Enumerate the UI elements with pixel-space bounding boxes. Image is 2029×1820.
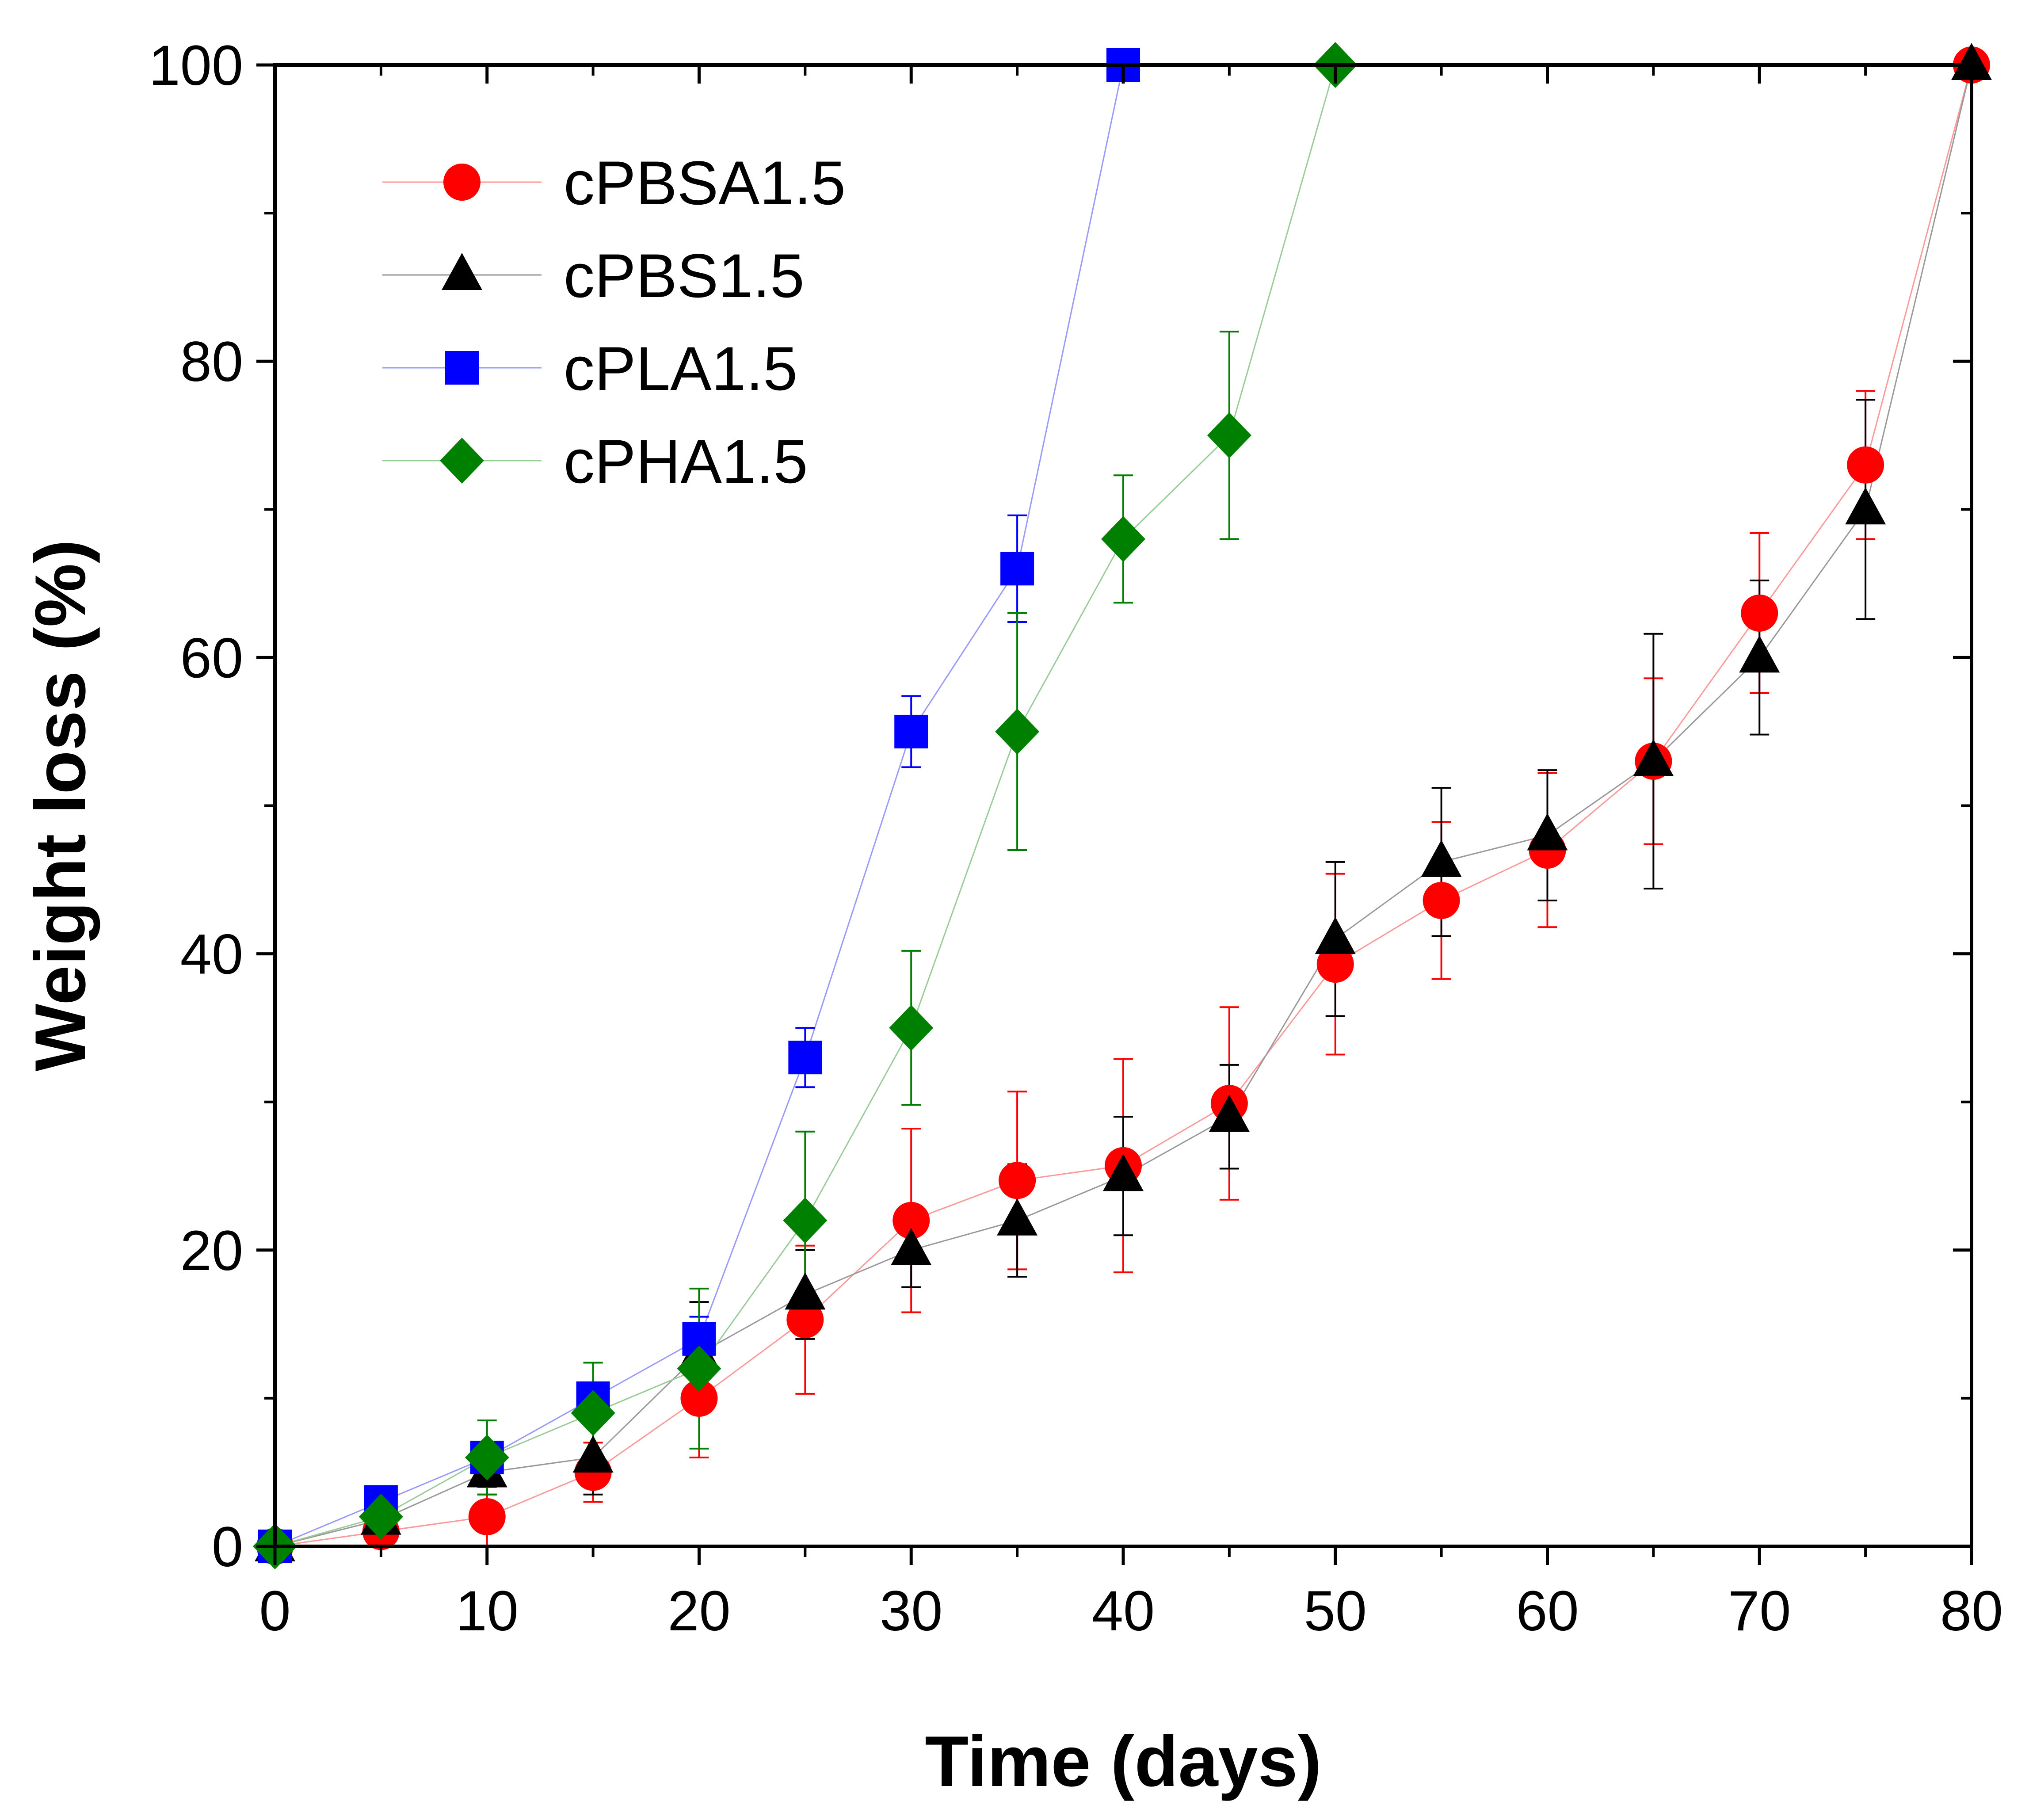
x-tick-label: 40 bbox=[1092, 1580, 1155, 1643]
data-point-cPBSA1.5 bbox=[680, 1379, 718, 1417]
data-point-cPBSA1.5 bbox=[892, 1202, 930, 1239]
x-tick-label: 30 bbox=[880, 1580, 942, 1643]
x-tick-label: 50 bbox=[1304, 1580, 1367, 1643]
data-point-cPLA1.5 bbox=[1000, 552, 1034, 586]
data-point-cPBSA1.5 bbox=[1741, 594, 1778, 632]
y-axis-title: Weight loss (%) bbox=[20, 539, 100, 1071]
data-point-cPHA1.5 bbox=[465, 1434, 509, 1480]
data-point-cPHA1.5 bbox=[359, 1493, 403, 1540]
legend-marker-cPLA1.5 bbox=[445, 351, 479, 385]
data-point-cPLA1.5 bbox=[788, 1041, 822, 1075]
legend-marker-cPBSA1.5 bbox=[443, 164, 481, 201]
data-point-cPBSA1.5 bbox=[999, 1162, 1036, 1199]
x-tick-label: 60 bbox=[1516, 1580, 1579, 1643]
data-point-cPBSA1.5 bbox=[1423, 881, 1460, 919]
data-point-cPBSA1.5 bbox=[468, 1498, 506, 1535]
y-tick-label: 60 bbox=[180, 626, 243, 690]
data-markers bbox=[253, 42, 1992, 1569]
data-point-cPBS1.5 bbox=[1739, 635, 1780, 673]
y-tick-label: 40 bbox=[180, 923, 243, 986]
data-point-cPBS1.5 bbox=[1633, 739, 1674, 776]
data-point-cPBSA1.5 bbox=[1316, 946, 1354, 983]
data-point-cPHA1.5 bbox=[571, 1390, 615, 1436]
x-axis-title: Time (days) bbox=[925, 1721, 1321, 1801]
data-point-cPBSA1.5 bbox=[786, 1301, 824, 1339]
y-tick-label: 20 bbox=[180, 1219, 243, 1282]
data-point-cPBS1.5 bbox=[891, 1228, 932, 1265]
data-point-cPHA1.5 bbox=[677, 1345, 721, 1392]
legend-label: cPBSA1.5 bbox=[564, 148, 846, 217]
x-axis-ticks: 0 10 20 30 40 50 60 70 80 bbox=[259, 65, 2003, 1643]
data-point-cPBS1.5 bbox=[1421, 839, 1462, 877]
x-tick-label: 10 bbox=[456, 1580, 519, 1643]
data-point-cPBS1.5 bbox=[1315, 917, 1356, 954]
y-axis-ticks: 0 20 40 60 80 100 bbox=[149, 34, 1972, 1579]
legend-marker-cPHA1.5 bbox=[440, 438, 484, 484]
legend-label: cPLA1.5 bbox=[564, 334, 797, 403]
legend-label: cPBS1.5 bbox=[564, 241, 805, 310]
data-point-cPBS1.5 bbox=[1209, 1095, 1250, 1132]
data-point-cPBSA1.5 bbox=[1847, 446, 1884, 484]
data-point-cPHA1.5 bbox=[1101, 516, 1145, 562]
data-point-cPHA1.5 bbox=[783, 1197, 828, 1244]
data-point-cPBS1.5 bbox=[1527, 813, 1568, 851]
y-tick-label: 100 bbox=[149, 34, 243, 97]
legend-marker-cPBS1.5 bbox=[442, 253, 482, 290]
legend: cPBSA1.5 cPBS1.5 cPLA1.5 cPHA1.5 bbox=[382, 148, 846, 496]
data-point-cPBS1.5 bbox=[572, 1435, 614, 1473]
data-point-cPBS1.5 bbox=[1845, 487, 1886, 525]
data-point-cPHA1.5 bbox=[889, 1005, 934, 1051]
x-tick-label: 20 bbox=[667, 1580, 730, 1643]
x-tick-label: 70 bbox=[1728, 1580, 1791, 1643]
y-tick-label: 80 bbox=[180, 330, 243, 393]
legend-label: cPHA1.5 bbox=[564, 427, 808, 496]
x-tick-label: 80 bbox=[1940, 1580, 2003, 1643]
data-point-cPHA1.5 bbox=[1207, 412, 1251, 458]
data-point-cPBS1.5 bbox=[997, 1198, 1038, 1236]
data-point-cPBS1.5 bbox=[1951, 43, 1992, 80]
data-point-cPBS1.5 bbox=[785, 1272, 826, 1310]
x-tick-label: 0 bbox=[259, 1580, 290, 1643]
data-point-cPLA1.5 bbox=[894, 714, 928, 748]
data-point-cPBS1.5 bbox=[1103, 1154, 1144, 1191]
y-tick-label: 0 bbox=[212, 1515, 243, 1579]
data-point-cPHA1.5 bbox=[995, 708, 1040, 755]
